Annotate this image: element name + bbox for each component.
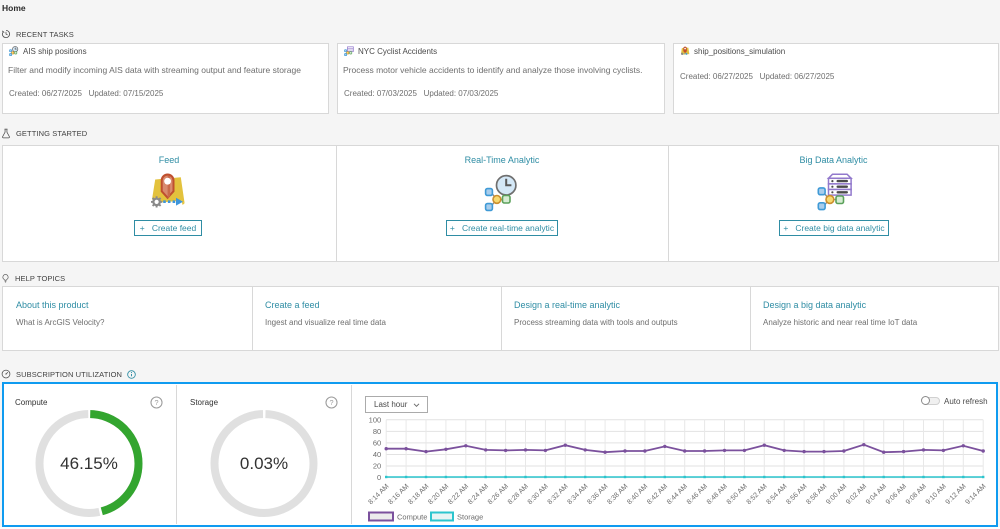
svg-text:9:02 AM: 9:02 AM <box>845 483 868 506</box>
svg-text:8:56 AM: 8:56 AM <box>785 483 808 506</box>
svg-text:Compute: Compute <box>397 513 427 522</box>
svg-text:8:58 AM: 8:58 AM <box>805 483 828 506</box>
svg-text:8:42 AM: 8:42 AM <box>646 483 669 506</box>
svg-text:9:12 AM: 9:12 AM <box>945 483 968 506</box>
svg-text:0: 0 <box>377 473 381 482</box>
svg-text:8:16 AM: 8:16 AM <box>387 483 410 506</box>
svg-text:?: ? <box>329 398 333 407</box>
svg-text:8:28 AM: 8:28 AM <box>507 483 530 506</box>
svg-text:8:18 AM: 8:18 AM <box>407 483 430 506</box>
svg-text:8:52 AM: 8:52 AM <box>746 483 769 506</box>
svg-text:Storage: Storage <box>457 513 483 522</box>
svg-text:20: 20 <box>373 462 381 471</box>
svg-text:9:10 AM: 9:10 AM <box>925 483 948 506</box>
svg-text:9:08 AM: 9:08 AM <box>905 483 928 506</box>
svg-text:8:46 AM: 8:46 AM <box>686 483 709 506</box>
svg-text:9:00 AM: 9:00 AM <box>825 483 848 506</box>
svg-text:?: ? <box>154 398 158 407</box>
svg-text:8:54 AM: 8:54 AM <box>766 483 789 506</box>
svg-text:60: 60 <box>373 438 381 447</box>
svg-text:8:24 AM: 8:24 AM <box>467 483 490 506</box>
svg-text:80: 80 <box>373 427 381 436</box>
svg-text:8:34 AM: 8:34 AM <box>567 483 590 506</box>
svg-text:9:06 AM: 9:06 AM <box>885 483 908 506</box>
svg-text:8:38 AM: 8:38 AM <box>606 483 629 506</box>
svg-text:8:44 AM: 8:44 AM <box>666 483 689 506</box>
svg-text:8:22 AM: 8:22 AM <box>447 483 470 506</box>
svg-text:8:48 AM: 8:48 AM <box>706 483 729 506</box>
svg-text:100: 100 <box>369 415 382 424</box>
svg-text:40: 40 <box>373 450 381 459</box>
svg-text:8:20 AM: 8:20 AM <box>427 483 450 506</box>
svg-text:8:14 AM: 8:14 AM <box>368 483 391 506</box>
svg-text:8:50 AM: 8:50 AM <box>726 483 749 506</box>
svg-text:9:04 AM: 9:04 AM <box>865 483 888 506</box>
svg-text:9:14 AM: 9:14 AM <box>965 483 988 506</box>
svg-text:8:26 AM: 8:26 AM <box>487 483 510 506</box>
svg-text:8:32 AM: 8:32 AM <box>547 483 570 506</box>
svg-text:8:40 AM: 8:40 AM <box>626 483 649 506</box>
svg-text:8:30 AM: 8:30 AM <box>527 483 550 506</box>
svg-text:8:36 AM: 8:36 AM <box>586 483 609 506</box>
